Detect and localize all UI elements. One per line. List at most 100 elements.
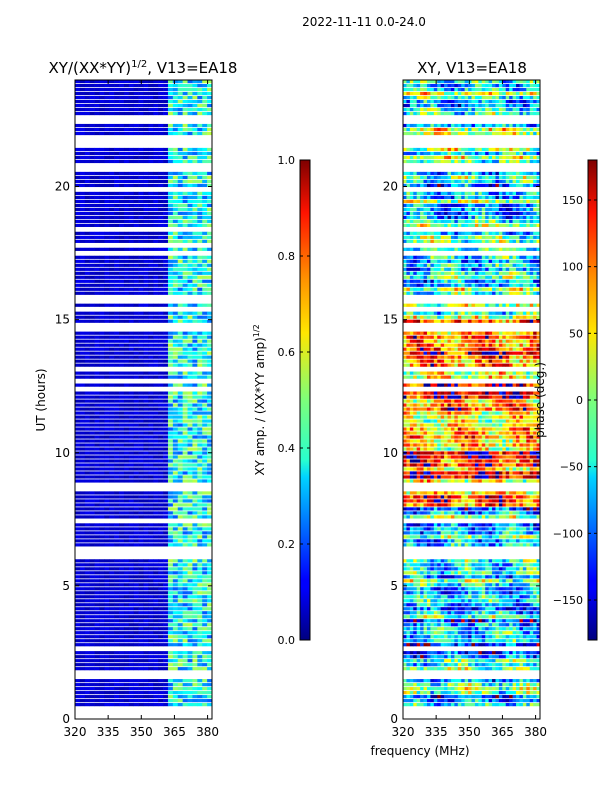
amp-cell — [128, 683, 135, 687]
amp-cell — [109, 427, 115, 431]
phase-cell — [464, 651, 469, 655]
amp-cell — [75, 523, 81, 527]
amp-cell — [187, 595, 193, 599]
amp-cell — [138, 207, 144, 211]
amp-cell — [133, 583, 139, 587]
amp-cell — [202, 259, 208, 263]
phase-cell — [406, 639, 411, 643]
amp-cell — [182, 663, 188, 667]
amp-cell — [99, 335, 105, 339]
phase-cell — [461, 623, 465, 627]
amp-cell — [148, 255, 154, 259]
amp-cell — [167, 415, 174, 419]
phase-cell — [409, 679, 414, 683]
amp-cell — [158, 371, 164, 375]
amp-cell — [128, 615, 135, 619]
phase-cell — [437, 655, 441, 659]
phase-cell — [522, 599, 527, 603]
phase-cell — [420, 619, 424, 623]
phase-cell — [495, 651, 500, 655]
amp-cell — [143, 451, 149, 455]
amp-cell — [172, 511, 179, 515]
phase-cell — [454, 655, 459, 659]
amp-cell — [202, 151, 208, 156]
phase-cell — [509, 691, 513, 695]
amp-cell — [187, 179, 193, 184]
phase-cell — [403, 663, 407, 667]
amp-cell — [207, 311, 213, 315]
amp-cell — [123, 80, 130, 84]
amp-cell — [202, 695, 208, 699]
amp-cell — [192, 423, 198, 427]
phase-cell — [423, 599, 428, 603]
amp-cell — [89, 80, 95, 84]
amp-cell — [197, 503, 203, 507]
amp-cell — [104, 587, 110, 591]
amp-cell — [138, 431, 144, 435]
amp-cell — [182, 563, 188, 567]
amp-cell — [202, 467, 208, 471]
phase-cell — [492, 687, 496, 691]
amp-cell — [182, 539, 188, 543]
phase-cell — [478, 699, 483, 703]
amp-cell — [197, 267, 203, 271]
amp-cell — [158, 439, 164, 443]
phase-cell — [426, 631, 431, 635]
amp-cell — [153, 571, 159, 575]
phase-cell — [464, 591, 469, 595]
amp-cell — [138, 391, 144, 395]
amp-cell — [207, 339, 213, 343]
phase-cell — [433, 619, 438, 623]
phase-cell — [444, 571, 448, 575]
amp-cell — [182, 183, 188, 188]
amp-cell — [182, 291, 188, 295]
amp-cell — [99, 467, 105, 471]
amp-cell — [119, 499, 125, 503]
amp-cell — [109, 223, 115, 227]
phase-cell — [447, 595, 452, 599]
amp-cell — [75, 359, 81, 363]
amp-cell — [187, 223, 193, 227]
amp-cell — [123, 195, 130, 200]
phase-cell — [426, 695, 431, 699]
amp-cell — [123, 179, 130, 184]
phase-cell — [416, 611, 421, 615]
amp-cell — [99, 235, 105, 239]
amp-cell — [114, 255, 120, 259]
amp-cell — [197, 695, 203, 699]
phase-cell — [471, 695, 476, 699]
phase-cell — [488, 603, 493, 607]
amp-cell — [163, 635, 169, 639]
amp-cell — [192, 467, 198, 471]
amp-cell — [153, 231, 159, 235]
amp-cell — [172, 335, 179, 339]
amp-cell — [202, 643, 208, 647]
amp-cell — [163, 559, 169, 563]
phase-cell — [409, 571, 414, 575]
amp-cell — [163, 211, 169, 215]
amp-cell — [94, 423, 100, 427]
amp-cell — [148, 631, 154, 635]
amp-cell — [84, 87, 90, 92]
phase-cell — [454, 583, 459, 587]
amp-cell — [192, 159, 198, 164]
amp-cell — [89, 279, 95, 283]
amp-cell — [207, 623, 213, 627]
amp-cell — [148, 279, 154, 283]
phase-cell — [409, 579, 414, 583]
amp-cell — [128, 499, 135, 503]
amp-cell — [182, 703, 188, 707]
amp-cell — [79, 207, 86, 211]
amp-cell — [138, 331, 144, 335]
phase-cell — [478, 599, 483, 603]
amp-cell — [94, 375, 100, 379]
amp-cell — [89, 331, 95, 335]
amp-cell — [89, 615, 95, 619]
amp-cell — [119, 291, 125, 295]
amp-cell — [187, 655, 193, 659]
phase-cell — [536, 607, 541, 611]
amp-cell — [187, 699, 193, 703]
amp-cell — [192, 171, 198, 176]
phase-cell — [488, 663, 493, 667]
phase-cell — [481, 631, 486, 635]
